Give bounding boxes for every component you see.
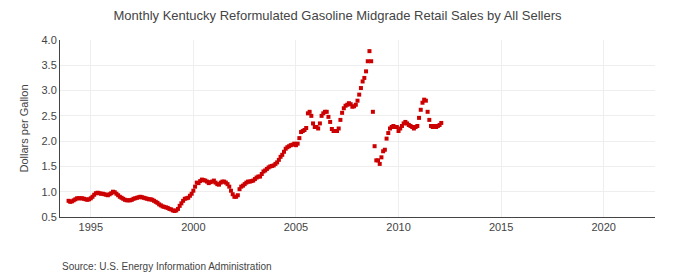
svg-text:2.0: 2.0 xyxy=(42,135,57,147)
svg-text:2010: 2010 xyxy=(386,221,410,233)
svg-text:1.5: 1.5 xyxy=(42,160,57,172)
svg-text:3.5: 3.5 xyxy=(42,59,57,71)
svg-text:2015: 2015 xyxy=(489,221,513,233)
svg-text:Dollars per Gallon: Dollars per Gallon xyxy=(18,84,30,172)
svg-text:2005: 2005 xyxy=(284,221,308,233)
svg-text:1995: 1995 xyxy=(79,221,103,233)
svg-text:4.0: 4.0 xyxy=(42,34,57,46)
svg-text:2000: 2000 xyxy=(181,221,205,233)
svg-text:Monthly Kentucky Reformulated: Monthly Kentucky Reformulated Gasoline M… xyxy=(114,8,562,23)
svg-text:3.0: 3.0 xyxy=(42,84,57,96)
svg-text:1.0: 1.0 xyxy=(42,186,57,198)
svg-text:2.5: 2.5 xyxy=(42,110,57,122)
svg-text:0.5: 0.5 xyxy=(42,211,57,223)
svg-text:2020: 2020 xyxy=(591,221,615,233)
svg-text:Source: U.S. Energy Informatio: Source: U.S. Energy Information Administ… xyxy=(62,261,272,272)
